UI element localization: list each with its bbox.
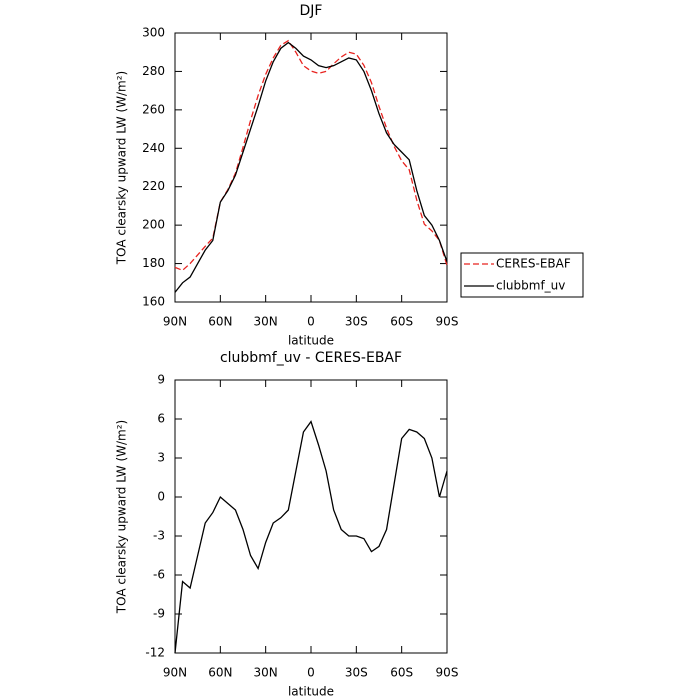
x-tick-label: 60N <box>208 315 232 329</box>
y-tick-label: 6 <box>157 412 165 426</box>
y-tick-label: 3 <box>157 451 165 465</box>
x-tick-label: 90S <box>436 666 459 680</box>
y-axis-label: TOA clearsky upward LW (W/m²) <box>115 420 129 614</box>
series-line <box>174 420 448 654</box>
series-line <box>174 39 448 272</box>
x-tick-label: 0 <box>307 666 315 680</box>
plot-frame <box>174 32 448 303</box>
y-tick-label: 260 <box>142 102 165 116</box>
y-tick-label: -9 <box>153 607 165 621</box>
x-tick-label: 60N <box>208 666 232 680</box>
y-tick-label: 300 <box>142 26 165 40</box>
y-tick-label: 220 <box>142 179 165 193</box>
y-tick-label: 0 <box>157 490 165 504</box>
legend-label: clubbmf_uv <box>496 279 565 293</box>
y-tick-label: 200 <box>142 218 165 232</box>
y-tick-label: 160 <box>142 295 165 309</box>
x-tick-label: 90N <box>163 315 187 329</box>
y-tick-label: 9 <box>157 373 165 387</box>
x-axis-label: latitude <box>288 334 334 348</box>
series-line <box>174 41 448 293</box>
x-tick-label: 90S <box>436 315 459 329</box>
x-tick-label: 30S <box>345 666 368 680</box>
x-axis-label: latitude <box>288 685 334 699</box>
chart-title: DJF <box>300 3 323 19</box>
chart-title: clubbmf_uv - CERES-EBAF <box>220 350 402 366</box>
x-tick-label: 0 <box>307 315 315 329</box>
x-tick-label: 60S <box>390 315 413 329</box>
y-tick-label: -3 <box>153 529 165 543</box>
legend-box <box>460 252 584 298</box>
y-axis-label: TOA clearsky upward LW (W/m²) <box>115 71 129 265</box>
x-tick-label: 60S <box>390 666 413 680</box>
y-tick-label: -12 <box>145 646 165 660</box>
y-tick-label: 180 <box>142 256 165 270</box>
x-tick-label: 30N <box>254 666 278 680</box>
legend-label: CERES-EBAF <box>496 257 571 271</box>
x-tick-label: 30N <box>254 315 278 329</box>
x-tick-label: 90N <box>163 666 187 680</box>
y-tick-label: -6 <box>153 568 165 582</box>
y-tick-label: 240 <box>142 141 165 155</box>
y-tick-label: 280 <box>142 64 165 78</box>
x-tick-label: 30S <box>345 315 368 329</box>
